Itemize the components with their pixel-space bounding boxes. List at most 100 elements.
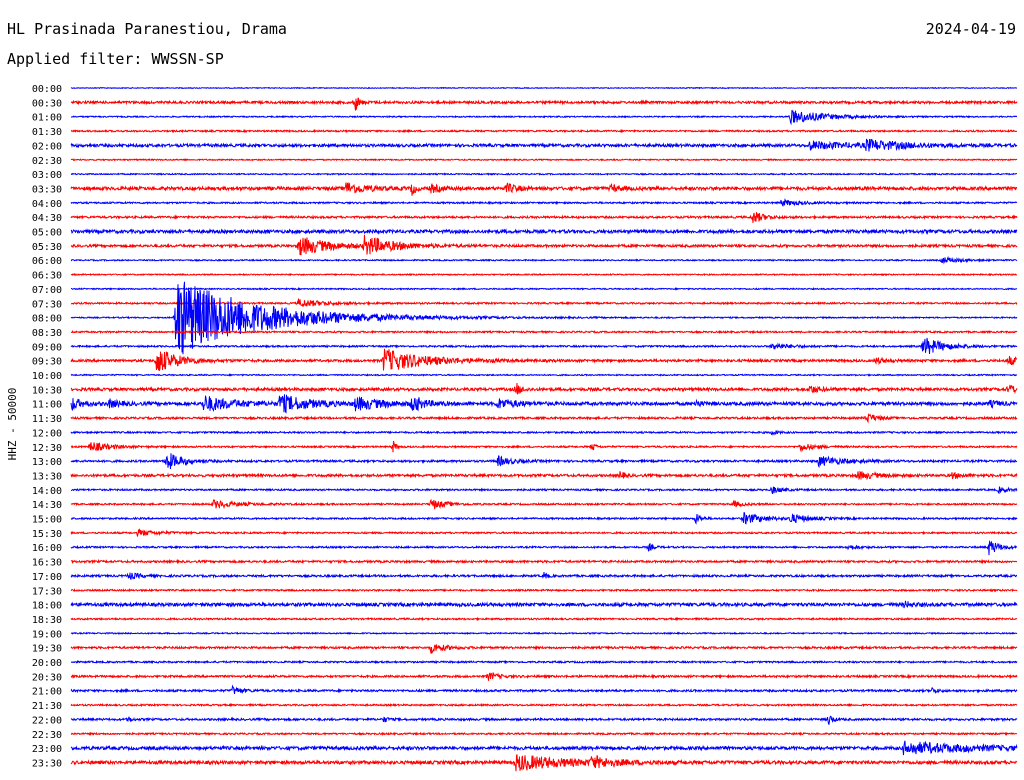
seismic-trace bbox=[70, 671, 1018, 681]
seismic-trace bbox=[70, 600, 1018, 609]
trace-time-label: 06:30 bbox=[32, 271, 62, 282]
seismic-trace bbox=[70, 558, 1018, 565]
seismic-trace bbox=[71, 287, 1018, 291]
seismic-trace bbox=[70, 394, 1018, 414]
trace-time-label: 20:30 bbox=[32, 672, 62, 683]
seismic-trace bbox=[70, 540, 1018, 556]
trace-time-label: 12:30 bbox=[32, 443, 62, 454]
trace-group bbox=[70, 86, 1018, 772]
trace-time-label: 18:00 bbox=[32, 601, 62, 612]
seismic-trace bbox=[70, 684, 1018, 695]
trace-time-label: 03:30 bbox=[32, 184, 62, 195]
trace-time-label: 23:00 bbox=[32, 744, 62, 755]
seismic-trace bbox=[70, 616, 1018, 622]
seismic-trace bbox=[70, 715, 1018, 725]
seismic-trace bbox=[70, 412, 1018, 424]
seismic-trace bbox=[71, 329, 1018, 335]
seismic-trace bbox=[70, 588, 1018, 593]
seismic-trace bbox=[70, 429, 1018, 436]
station-title: HL Prasinada Paranestiou, Drama bbox=[7, 20, 287, 38]
seismic-trace bbox=[70, 128, 1018, 134]
trace-time-label: 17:30 bbox=[32, 586, 62, 597]
trace-label-group: 00:00 00:30 01:00 01:30 02:00 02:30 03:00 03:30… bbox=[32, 84, 62, 769]
seismic-trace bbox=[70, 298, 1018, 307]
trace-time-label: 11:30 bbox=[32, 414, 62, 425]
trace-time-label: 13:30 bbox=[32, 471, 62, 482]
seismic-trace bbox=[70, 337, 1018, 355]
seismic-trace bbox=[70, 373, 1018, 377]
seismic-trace bbox=[70, 157, 1018, 162]
trace-time-label: 20:00 bbox=[32, 658, 62, 669]
seismic-trace bbox=[70, 470, 1018, 481]
seismic-trace bbox=[70, 348, 1018, 371]
seismic-trace bbox=[70, 631, 1018, 636]
trace-time-label: 09:00 bbox=[32, 342, 62, 353]
seismic-trace bbox=[70, 256, 1018, 265]
trace-time-label: 04:00 bbox=[32, 199, 62, 210]
trace-time-label: 19:00 bbox=[32, 629, 62, 640]
trace-time-label: 23:30 bbox=[32, 758, 62, 769]
seismic-trace bbox=[70, 644, 1018, 655]
seismic-trace bbox=[70, 182, 1017, 196]
trace-time-label: 08:00 bbox=[32, 314, 62, 325]
seismic-trace bbox=[70, 731, 1018, 737]
trace-time-label: 10:00 bbox=[32, 371, 62, 382]
trace-time-label: 12:00 bbox=[32, 428, 62, 439]
trace-time-label: 13:00 bbox=[32, 457, 62, 468]
seismic-trace bbox=[70, 754, 1018, 772]
seismic-trace bbox=[70, 528, 1017, 537]
trace-time-label: 03:00 bbox=[32, 170, 62, 181]
trace-time-label: 02:30 bbox=[32, 156, 62, 167]
trace-time-label: 15:30 bbox=[32, 529, 62, 540]
trace-time-label: 15:00 bbox=[32, 515, 62, 526]
seismic-trace bbox=[70, 572, 1018, 580]
trace-time-label: 05:30 bbox=[32, 242, 62, 253]
date-label: 2024-04-19 bbox=[925, 20, 1016, 38]
trace-time-label: 06:00 bbox=[32, 256, 62, 267]
trace-time-label: 14:00 bbox=[32, 486, 62, 497]
trace-time-label: 01:00 bbox=[32, 113, 62, 124]
seismic-trace bbox=[70, 453, 1018, 470]
seismic-trace bbox=[70, 740, 1018, 756]
trace-time-label: 07:30 bbox=[32, 299, 62, 310]
y-axis-label: HHZ - 50000 bbox=[6, 388, 19, 461]
filter-label: Applied filter: WWSSN-SP bbox=[7, 50, 224, 68]
seismic-trace bbox=[70, 234, 1018, 256]
seismic-trace bbox=[70, 486, 1018, 495]
trace-time-label: 00:30 bbox=[32, 98, 62, 109]
seismic-trace bbox=[70, 138, 1018, 152]
seismic-trace bbox=[70, 272, 1018, 277]
trace-time-label: 17:00 bbox=[32, 572, 62, 583]
trace-time-label: 09:30 bbox=[32, 357, 62, 368]
trace-time-label: 22:00 bbox=[32, 715, 62, 726]
trace-time-label: 19:30 bbox=[32, 644, 62, 655]
trace-time-label: 10:30 bbox=[32, 385, 62, 396]
trace-time-label: 18:30 bbox=[32, 615, 62, 626]
seismic-trace bbox=[70, 440, 1018, 453]
trace-time-label: 04:30 bbox=[32, 213, 62, 224]
trace-time-label: 02:00 bbox=[32, 141, 62, 152]
seismic-trace bbox=[70, 702, 1018, 708]
trace-time-label: 16:30 bbox=[32, 558, 62, 569]
trace-time-label: 00:00 bbox=[32, 84, 62, 95]
trace-time-label: 07:00 bbox=[32, 285, 62, 296]
seismic-trace bbox=[70, 512, 1018, 525]
seismic-trace bbox=[70, 498, 1018, 510]
seismic-trace bbox=[70, 109, 1018, 126]
trace-time-label: 16:00 bbox=[32, 543, 62, 554]
trace-time-label: 05:00 bbox=[32, 228, 62, 239]
seismic-trace bbox=[70, 172, 1018, 176]
trace-time-label: 01:30 bbox=[32, 127, 62, 138]
seismic-trace bbox=[70, 86, 1017, 90]
trace-time-label: 08:30 bbox=[32, 328, 62, 339]
trace-time-label: 14:30 bbox=[32, 500, 62, 511]
trace-time-label: 21:30 bbox=[32, 701, 62, 712]
seismic-trace bbox=[70, 212, 1018, 223]
seismic-trace bbox=[70, 659, 1018, 665]
seismic-trace bbox=[70, 281, 1018, 355]
seismic-trace bbox=[70, 97, 1018, 111]
trace-time-label: 11:00 bbox=[32, 400, 62, 411]
trace-time-label: 21:00 bbox=[32, 687, 62, 698]
trace-time-label: 22:30 bbox=[32, 730, 62, 741]
